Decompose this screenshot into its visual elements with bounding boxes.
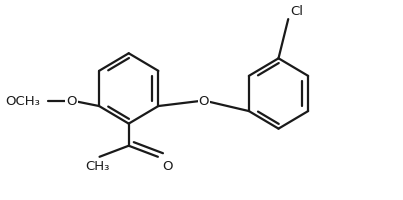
Text: OCH₃: OCH₃ [5,94,40,107]
Text: Cl: Cl [290,5,303,18]
Text: O: O [66,95,77,107]
Text: CH₃: CH₃ [85,159,110,172]
Text: O: O [199,95,209,107]
Text: O: O [37,95,47,107]
Text: O: O [162,159,172,172]
